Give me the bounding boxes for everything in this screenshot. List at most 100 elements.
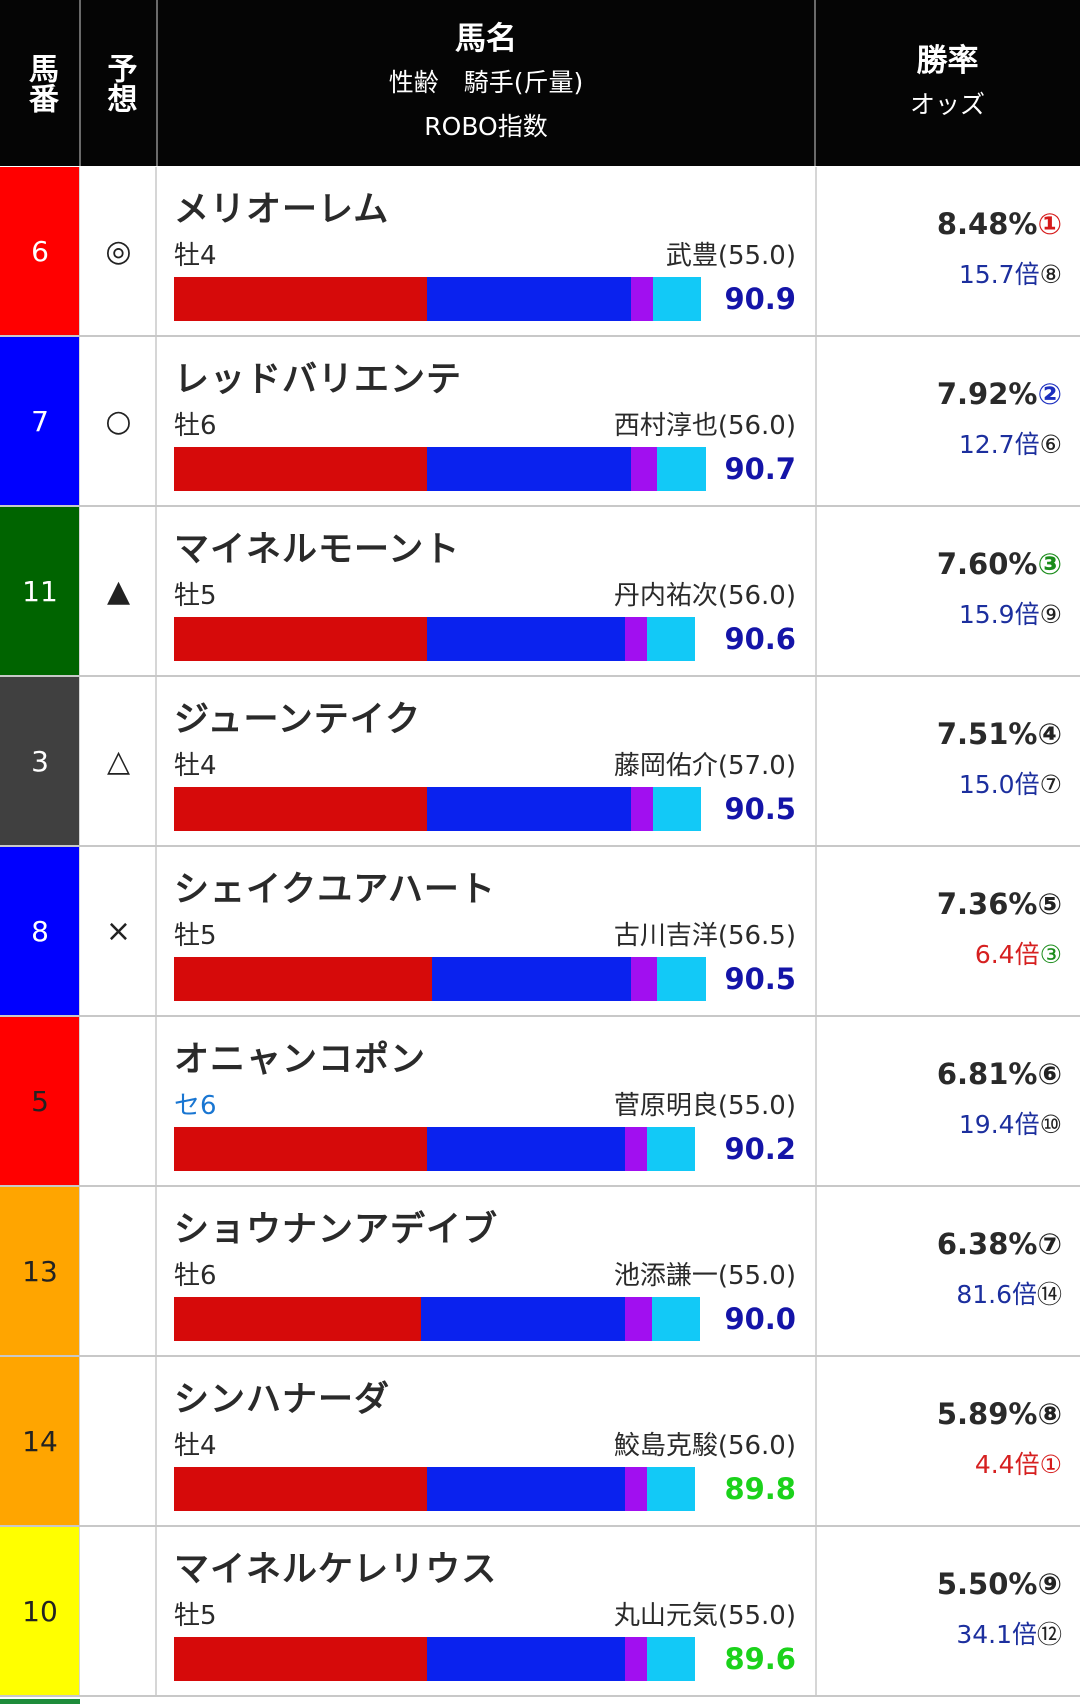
gate-number-cell: 7 <box>0 337 80 505</box>
win-rate-rank: ⑥ <box>1037 1057 1062 1091</box>
win-rate-rank: ③ <box>1037 547 1062 581</box>
win-rate-odds-cell: 7.51%④ 15.0倍⑦ <box>817 677 1080 845</box>
odds-value: 15.0倍 <box>958 770 1040 799</box>
horse-name[interactable]: オニャンコポン <box>174 1040 427 1080</box>
prediction-mark-cell: △ <box>80 677 157 845</box>
bar-segment-blue <box>427 1127 625 1171</box>
odds: 12.7倍⑥ <box>959 425 1062 461</box>
prediction-mark: × <box>105 913 132 949</box>
win-rate-odds-cell: 5.89%⑧ 4.4倍① <box>817 1357 1080 1525</box>
bar-segment-red <box>174 1637 427 1681</box>
win-rate: 5.89%⑧ <box>937 1397 1062 1431</box>
bar-segment-red <box>174 957 432 1001</box>
odds-rank: ③ <box>1039 940 1062 969</box>
bar-segment-purple <box>631 277 653 321</box>
bar-segment-purple <box>625 1297 652 1341</box>
prediction-mark: ▲ <box>106 573 131 609</box>
robo-index-value: 90.0 <box>724 1302 796 1336</box>
horse-name[interactable]: ジューンテイク <box>174 700 422 740</box>
header-rate: 勝率 オッズ <box>815 0 1080 166</box>
odds: 15.9倍⑨ <box>959 595 1062 631</box>
sex-age: 牡5 <box>174 581 217 611</box>
cell-divider <box>815 1187 817 1357</box>
table-row[interactable]: 13 ショウナンアデイブ 牡6 池添謙一(55.0) 90.0 6.38%⑦ 81.6倍⑭ <box>0 1187 1080 1357</box>
horse-number: 13 <box>22 1254 58 1288</box>
table-row[interactable]: 6 ◎ メリオーレム 牡4 武豊(55.0) 90.9 8.48%① 15.7倍⑧ <box>0 167 1080 337</box>
robo-index-value: 90.6 <box>724 622 796 656</box>
header-robo-label: ROBO指数 <box>424 112 548 141</box>
odds: 15.7倍⑧ <box>959 255 1062 291</box>
horse-number: 5 <box>31 1084 49 1118</box>
win-rate-odds-cell: 5.50%⑨ 34.1倍⑫ <box>817 1527 1080 1695</box>
header-divider <box>814 0 816 166</box>
odds: 6.4倍③ <box>975 935 1062 971</box>
horse-name[interactable]: シンハナーダ <box>174 1380 391 1420</box>
gate-number-cell: 11 <box>0 507 80 675</box>
win-rate-value: 5.89% <box>936 1397 1038 1431</box>
odds-value: 15.7倍 <box>958 260 1040 289</box>
horse-info-cell: シェイクユアハート 牡5 古川吉洋(56.5) 90.5 <box>157 847 815 1015</box>
table-row[interactable]: 5 オニャンコポン セ6 菅原明良(55.0) 90.2 6.81%⑥ 19.4倍⑩ <box>0 1017 1080 1187</box>
gate-number-cell: 8 <box>0 847 80 1015</box>
win-rate: 7.60%③ <box>937 547 1062 581</box>
table-row[interactable]: 14 シンハナーダ 牡4 鮫島克駿(56.0) 89.8 5.89%⑧ 4.4倍① <box>0 1357 1080 1527</box>
win-rate-odds-cell: 6.81%⑥ 19.4倍⑩ <box>817 1017 1080 1185</box>
horse-number: 14 <box>22 1424 58 1458</box>
horse-name[interactable]: シェイクユアハート <box>174 870 496 910</box>
cell-divider <box>155 1187 157 1357</box>
horse-name[interactable]: メリオーレム <box>174 190 390 230</box>
prediction-mark: △ <box>106 743 131 779</box>
robo-index-bar <box>174 1467 695 1511</box>
win-rate-odds-cell: 7.36%⑤ 6.4倍③ <box>817 847 1080 1015</box>
table-row[interactable]: 8 × シェイクユアハート 牡5 古川吉洋(56.5) 90.5 7.36%⑤ 6.4倍③ <box>0 847 1080 1017</box>
win-rate: 7.51%④ <box>937 717 1062 751</box>
cell-divider <box>815 1357 817 1527</box>
row-divider <box>0 335 1080 337</box>
header-sexage-jockey-label: 性齢 騎手(斤量) <box>388 68 584 97</box>
jockey-weight: 西村淳也(56.0) <box>613 411 796 441</box>
cell-divider <box>155 167 157 337</box>
table-row[interactable]: 11 ▲ マイネルモーント 牡5 丹内祐次(56.0) 90.6 7.60%③ 15.9倍⑨ <box>0 507 1080 677</box>
jockey-weight: 菅原明良(55.0) <box>613 1091 796 1121</box>
header-name-label: 馬名 <box>455 21 517 57</box>
gate-number-cell: 10 <box>0 1527 80 1695</box>
row-divider <box>0 675 1080 677</box>
cell-divider <box>155 847 157 1017</box>
cell-divider <box>79 1357 80 1527</box>
sex-age: 牡4 <box>174 751 217 781</box>
win-rate-value: 7.92% <box>936 377 1038 411</box>
bar-segment-purple <box>625 1637 647 1681</box>
odds: 15.0倍⑦ <box>959 765 1062 801</box>
cell-divider <box>815 337 817 507</box>
cell-divider <box>155 507 157 677</box>
win-rate-rank: ① <box>1037 207 1062 241</box>
cell-divider <box>79 337 80 507</box>
odds: 19.4倍⑩ <box>959 1105 1062 1141</box>
odds-rank: ⑫ <box>1036 1620 1062 1649</box>
bar-segment-cyan <box>657 447 706 491</box>
gate-number-cell: 3 <box>0 677 80 845</box>
horse-name[interactable]: レッドバリエンテ <box>174 360 463 400</box>
header-winrate-label: 勝率 <box>916 43 979 79</box>
sex-age: 牡4 <box>174 241 217 271</box>
horse-name[interactable]: マイネルケレリウス <box>174 1550 498 1590</box>
table-row[interactable]: 10 マイネルケレリウス 牡5 丸山元気(55.0) 89.6 5.50%⑨ 34.1倍⑫ <box>0 1527 1080 1697</box>
robo-index-bar <box>174 1127 695 1171</box>
win-rate: 7.36%⑤ <box>937 887 1062 921</box>
robo-index-value: 90.9 <box>724 282 796 316</box>
robo-index-value: 89.6 <box>724 1642 796 1676</box>
cell-divider <box>155 337 157 507</box>
table-row[interactable]: 7 ○ レッドバリエンテ 牡6 西村淳也(56.0) 90.7 7.92%② 12.7倍⑥ <box>0 337 1080 507</box>
odds: 4.4倍① <box>975 1445 1062 1481</box>
row-divider <box>0 1525 1080 1527</box>
horse-info-cell: ジューンテイク 牡4 藤岡佑介(57.0) 90.5 <box>157 677 815 845</box>
prediction-mark: ○ <box>105 403 132 439</box>
horse-name[interactable]: ショウナンアデイブ <box>174 1210 499 1250</box>
robo-index-bar <box>174 447 706 491</box>
bar-segment-blue <box>427 277 631 321</box>
table-row[interactable]: 3 △ ジューンテイク 牡4 藤岡佑介(57.0) 90.5 7.51%④ 15.0倍⑦ <box>0 677 1080 847</box>
odds: 34.1倍⑫ <box>956 1615 1062 1651</box>
sex-age: 牡5 <box>174 921 217 951</box>
odds-rank: ⑧ <box>1039 260 1062 289</box>
horse-name[interactable]: マイネルモーント <box>174 530 461 570</box>
